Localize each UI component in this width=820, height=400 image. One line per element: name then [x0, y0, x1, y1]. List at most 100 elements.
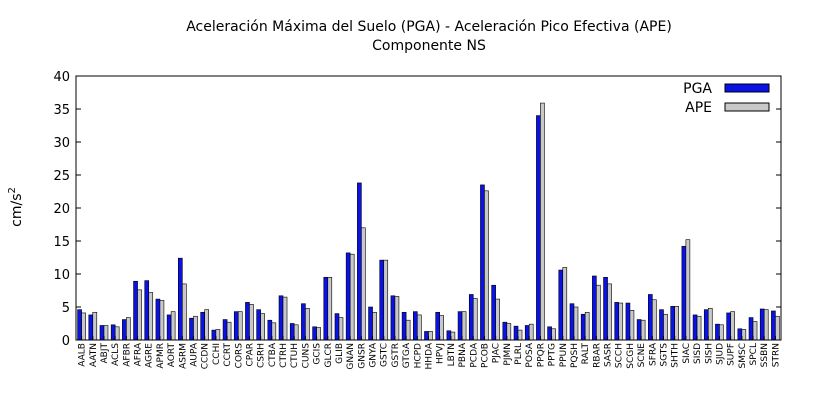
x-axis-ticks: AALB AATN ABJT ACLS AFBR AFRA AGRE APMR AORT ASRM… — [78, 336, 781, 370]
y-tick-label: 0 — [62, 334, 70, 349]
x-tick-label: PPUN — [559, 343, 569, 367]
bar-ape — [226, 321, 232, 341]
bar-pga — [144, 280, 150, 341]
bar-ape — [730, 311, 735, 341]
legend-swatch-pga — [724, 83, 770, 93]
bar-pga — [625, 302, 631, 341]
y-tick-label: 5 — [62, 301, 70, 316]
bar-pga — [737, 328, 743, 341]
x-tick-label: HCPD — [413, 343, 423, 368]
bar-pga — [558, 269, 564, 341]
bar-ape — [551, 328, 556, 341]
bar-ape — [685, 239, 691, 341]
x-tick-label: PJAC — [492, 343, 502, 363]
bar-pga — [178, 257, 183, 341]
chart-title: Aceleración Máxima del Suelo (PGA) - Ace… — [186, 19, 672, 35]
bar-ape — [316, 327, 321, 341]
x-tick-label: SASR — [604, 343, 614, 367]
bar-pga — [715, 323, 720, 341]
bar-ape — [137, 289, 142, 341]
bar-pga — [312, 326, 317, 341]
x-tick-label: RBAR — [592, 343, 602, 368]
x-tick-label: AALB — [78, 343, 88, 367]
x-tick-label: SHTH — [671, 343, 681, 368]
bar-ape — [148, 292, 154, 341]
bar-pga — [413, 311, 418, 341]
bar-pga — [670, 306, 675, 341]
bar-ape — [170, 311, 176, 341]
bar-pga — [211, 329, 217, 341]
bar-pga — [457, 311, 463, 341]
x-tick-label: CCDN — [201, 343, 211, 369]
bar-ape — [193, 315, 198, 341]
x-tick-label: GNAN — [346, 343, 356, 370]
y-tick-label: 35 — [53, 103, 70, 118]
svg-text:cm/s2: cm/s2 — [7, 187, 25, 227]
bar-ape — [405, 319, 411, 341]
bar-pga — [267, 319, 273, 341]
y-tick-label: 20 — [53, 202, 70, 217]
bar-pga — [580, 313, 586, 341]
x-tick-label: SUPF — [727, 343, 737, 366]
bar-pga — [390, 295, 396, 341]
x-tick-label: SISH — [704, 343, 714, 364]
y-tick-label: 40 — [53, 70, 70, 85]
bar-ape — [450, 331, 456, 341]
bar-pga — [334, 313, 340, 341]
bar-pga — [357, 182, 362, 341]
bar-ape — [92, 311, 98, 341]
x-tick-label: STRN — [771, 343, 781, 367]
bar-pga — [301, 303, 306, 341]
x-tick-label: PCDA — [469, 342, 479, 367]
bar-pga — [513, 325, 519, 341]
bar-group — [77, 102, 780, 341]
bar-ape — [417, 314, 422, 341]
bar-pga — [200, 311, 205, 341]
x-tick-label: AFRA — [134, 342, 144, 366]
x-tick-label: CTUH — [290, 343, 300, 368]
bar-ape — [663, 313, 668, 341]
bar-ape — [182, 283, 187, 341]
x-tick-label: AGRE — [145, 343, 155, 368]
bar-pga — [726, 312, 731, 341]
x-tick-label: CTBA — [268, 342, 278, 367]
bar-ape — [439, 315, 444, 341]
bar-pga — [424, 331, 429, 341]
bar-pga — [99, 325, 105, 341]
x-tick-label: RALT — [581, 343, 591, 365]
bar-pga — [155, 298, 161, 341]
bar-pga — [345, 252, 351, 341]
bar-ape — [372, 311, 377, 341]
legend-swatch-ape — [724, 102, 770, 112]
bar-ape — [573, 306, 579, 341]
bar-pga — [323, 276, 329, 341]
x-tick-label: PBNA — [458, 342, 468, 367]
bar-ape — [629, 309, 635, 341]
bar-pga — [502, 321, 508, 341]
bar-ape — [506, 323, 512, 341]
bar-ape — [126, 317, 131, 341]
bar-pga — [446, 330, 452, 341]
bar-ape — [584, 311, 590, 341]
x-tick-label: ABJT — [100, 342, 110, 363]
bar-pga — [289, 323, 295, 341]
bar-pga — [189, 317, 194, 341]
bar-pga — [468, 294, 474, 341]
x-tick-label: SIAC — [682, 343, 692, 364]
bar-ape — [707, 308, 713, 341]
y-tick-label: 15 — [53, 235, 70, 250]
bar-pga — [122, 319, 127, 341]
x-tick-label: GSTR — [391, 343, 401, 367]
x-tick-label: AFBR — [122, 343, 132, 367]
bar-ape — [472, 298, 478, 341]
bar-pga — [648, 294, 653, 341]
x-tick-label: GCIS — [313, 343, 323, 365]
x-tick-label: ACLS — [111, 343, 121, 366]
bar-pga — [256, 309, 261, 341]
x-tick-label: SGTS — [660, 343, 670, 367]
bar-ape — [103, 325, 109, 341]
bar-pga — [110, 324, 116, 341]
bar-ape — [696, 315, 702, 341]
x-tick-label: CTRH — [279, 343, 289, 368]
x-tick-label: CPAR — [245, 343, 255, 367]
